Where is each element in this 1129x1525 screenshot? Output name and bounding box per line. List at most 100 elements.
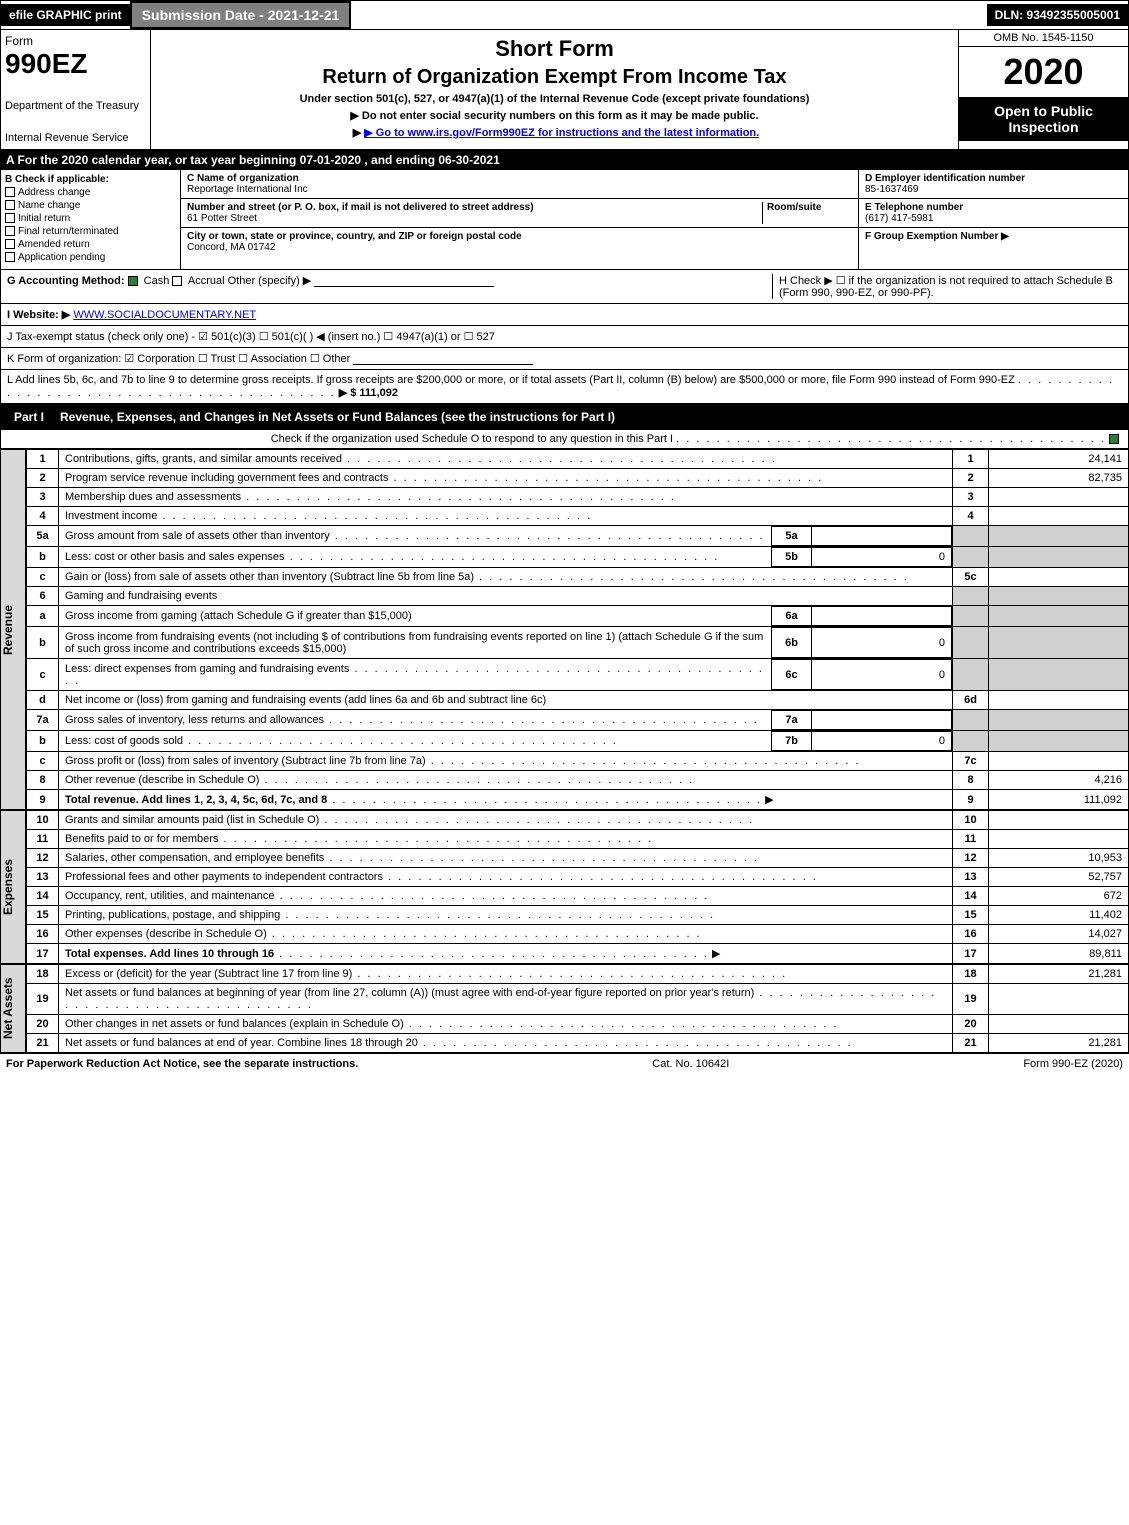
- line-17: 17Total expenses. Add lines 10 through 1…: [27, 944, 1129, 964]
- line-7b: bLess: cost of goods sold7b0: [27, 731, 1129, 752]
- efile-print-label[interactable]: efile GRAPHIC print: [1, 4, 130, 26]
- row-l: L Add lines 5b, 6c, and 7b to line 9 to …: [0, 370, 1129, 404]
- dln-label: DLN: 93492355005001: [987, 4, 1128, 26]
- line-desc: Total revenue. Add lines 1, 2, 3, 4, 5c,…: [65, 794, 327, 806]
- line-l-text: L Add lines 5b, 6c, and 7b to line 9 to …: [7, 374, 1015, 386]
- line-num: 11: [27, 830, 59, 849]
- sub-value: 0: [812, 548, 952, 567]
- line-amount: [989, 811, 1129, 830]
- line-13: 13Professional fees and other payments t…: [27, 868, 1129, 887]
- check-amended-return[interactable]: Amended return: [5, 239, 176, 250]
- box-g: G Accounting Method: Cash Accrual Other …: [7, 274, 772, 299]
- sub-label: 5b: [772, 548, 812, 567]
- expenses-table: 10Grants and similar amounts paid (list …: [26, 810, 1129, 964]
- line-num: b: [27, 627, 59, 659]
- expenses-section: Expenses 10Grants and similar amounts pa…: [0, 810, 1129, 964]
- line-amount: [989, 507, 1129, 526]
- line-amount: [989, 691, 1129, 710]
- line-3: 3Membership dues and assessments3: [27, 488, 1129, 507]
- sub-label: 6a: [772, 607, 812, 626]
- line-col: [953, 627, 989, 659]
- line-col: [953, 710, 989, 731]
- row-j: J Tax-exempt status (check only one) - ☑…: [0, 326, 1129, 348]
- line-desc: Occupancy, rent, utilities, and maintena…: [65, 890, 275, 902]
- k-other-input[interactable]: [353, 353, 533, 365]
- line-col: 5c: [953, 568, 989, 587]
- line-amount: 4,216: [989, 771, 1129, 790]
- check-accrual[interactable]: [172, 276, 182, 286]
- line-amount: 10,953: [989, 849, 1129, 868]
- line-amount: [989, 984, 1129, 1015]
- line-7a: 7aGross sales of inventory, less returns…: [27, 710, 1129, 731]
- sub-label: 6c: [772, 660, 812, 690]
- line-col: 18: [953, 965, 989, 984]
- city-label: City or town, state or province, country…: [187, 231, 852, 242]
- sub-label: 5a: [772, 527, 812, 546]
- line-desc: Contributions, gifts, grants, and simila…: [65, 453, 342, 465]
- entity-info-grid: B Check if applicable: Address change Na…: [0, 170, 1129, 270]
- net-assets-table: 18Excess or (deficit) for the year (Subt…: [26, 964, 1129, 1053]
- line-desc: Net income or (loss) from gaming and fun…: [65, 694, 546, 706]
- line-num: 9: [27, 790, 59, 810]
- line-6a: aGross income from gaming (attach Schedu…: [27, 606, 1129, 627]
- line-num: 10: [27, 811, 59, 830]
- net-assets-section: Net Assets 18Excess or (deficit) for the…: [0, 964, 1129, 1053]
- line-desc: Gross amount from sale of assets other t…: [65, 530, 330, 542]
- line-9: 9 Total revenue. Add lines 1, 2, 3, 4, 5c…: [27, 790, 1129, 810]
- check-address-change[interactable]: Address change: [5, 187, 176, 198]
- check-cash[interactable]: [128, 276, 138, 286]
- line-amount: [989, 568, 1129, 587]
- box-b-title: B Check if applicable:: [5, 174, 176, 185]
- cash-label: Cash: [144, 275, 170, 287]
- line-num: c: [27, 659, 59, 691]
- line-amount: 21,281: [989, 1034, 1129, 1053]
- check-initial-return[interactable]: Initial return: [5, 213, 176, 224]
- line-11: 11Benefits paid to or for members11: [27, 830, 1129, 849]
- line-amount: [989, 587, 1129, 606]
- line-amount: [989, 606, 1129, 627]
- sub-value: [812, 527, 952, 546]
- line-desc: Total expenses. Add lines 10 through 16: [65, 948, 274, 960]
- other-specify-label: Other (specify) ▶: [228, 275, 312, 287]
- part-i-header: Part I Revenue, Expenses, and Changes in…: [0, 404, 1129, 430]
- sub-value: [812, 711, 952, 730]
- org-name: Reportage International Inc: [187, 184, 852, 195]
- line-amount: 21,281: [989, 965, 1129, 984]
- check-application-pending[interactable]: Application pending: [5, 252, 176, 263]
- line-6d: dNet income or (loss) from gaming and fu…: [27, 691, 1129, 710]
- ssn-warning: ▶ Do not enter social security numbers o…: [157, 109, 952, 122]
- line-amount: 11,402: [989, 906, 1129, 925]
- line-col: 3: [953, 488, 989, 507]
- line-desc: Gross profit or (loss) from sales of inv…: [65, 755, 426, 767]
- line-amount: 14,027: [989, 925, 1129, 944]
- other-specify-input[interactable]: [314, 275, 494, 287]
- line-1: 1Contributions, gifts, grants, and simil…: [27, 450, 1129, 469]
- irs-link[interactable]: ▶ Go to www.irs.gov/Form990EZ for instru…: [364, 127, 759, 139]
- website-link[interactable]: WWW.SOCIALDOCUMENTARY.NET: [73, 309, 256, 321]
- line-col: 19: [953, 984, 989, 1015]
- line-desc: Net assets or fund balances at beginning…: [65, 987, 754, 999]
- line-num: b: [27, 547, 59, 568]
- sub-label: 7a: [772, 711, 812, 730]
- group-exemption-label: F Group Exemption Number ▶: [865, 231, 1122, 242]
- check-final-return[interactable]: Final return/terminated: [5, 226, 176, 237]
- line-14: 14Occupancy, rent, utilities, and mainte…: [27, 887, 1129, 906]
- line-col: 21: [953, 1034, 989, 1053]
- line-amount: [989, 731, 1129, 752]
- line-20: 20Other changes in net assets or fund ba…: [27, 1015, 1129, 1034]
- revenue-table: 1Contributions, gifts, grants, and simil…: [26, 449, 1129, 810]
- row-g-h: G Accounting Method: Cash Accrual Other …: [0, 270, 1129, 304]
- box-h: H Check ▶ ☐ if the organization is not r…: [772, 274, 1122, 299]
- check-address-change-label: Address change: [18, 187, 90, 198]
- line-col: 20: [953, 1015, 989, 1034]
- dept-treasury: Department of the Treasury: [5, 100, 146, 112]
- line-desc: Investment income: [65, 510, 157, 522]
- accrual-label: Accrual: [188, 275, 225, 287]
- schedule-o-checkbox[interactable]: [1109, 434, 1119, 444]
- check-name-change[interactable]: Name change: [5, 200, 176, 211]
- line-desc: Gross income from gaming (attach Schedul…: [65, 610, 412, 622]
- row-i: I Website: ▶ WWW.SOCIALDOCUMENTARY.NET: [0, 304, 1129, 326]
- line-amount: [989, 659, 1129, 691]
- line-amount: 52,757: [989, 868, 1129, 887]
- line-desc: Printing, publications, postage, and shi…: [65, 909, 280, 921]
